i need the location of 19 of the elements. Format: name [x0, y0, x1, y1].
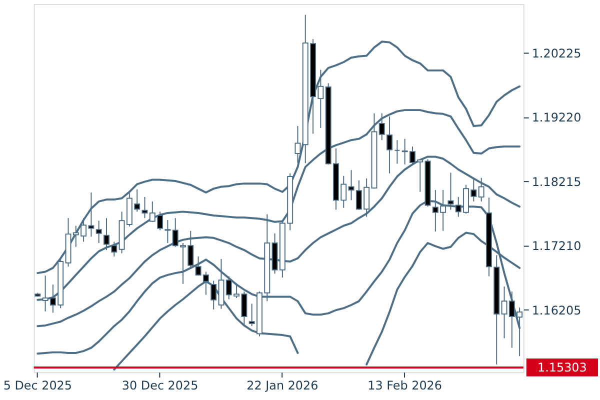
y-tick-label: 1.17210 — [532, 239, 582, 254]
candlestick — [96, 220, 102, 244]
candlestick — [501, 286, 508, 339]
y-tick-label: 1.20225 — [532, 46, 582, 60]
x-tick-label: 22 Jan 2026 — [246, 378, 318, 393]
candlestick — [142, 196, 148, 219]
x-tick-label: 30 Dec 2025 — [122, 378, 198, 393]
candlestick — [164, 220, 171, 244]
candlestick — [478, 177, 484, 202]
y-tick-label: 1.16205 — [532, 303, 582, 318]
candlestick — [111, 241, 118, 257]
candlestick — [104, 218, 110, 251]
y-tick-label: 1.19220 — [532, 110, 582, 125]
x-tick-label: 13 Feb 2026 — [368, 378, 442, 393]
y-tick-label: 1.18215 — [532, 174, 582, 189]
x-tick-label: 5 Dec 2025 — [3, 378, 72, 393]
ref-line-label: 1.15303 — [538, 360, 587, 374]
candlestick — [394, 140, 400, 164]
candlestick — [294, 126, 301, 164]
